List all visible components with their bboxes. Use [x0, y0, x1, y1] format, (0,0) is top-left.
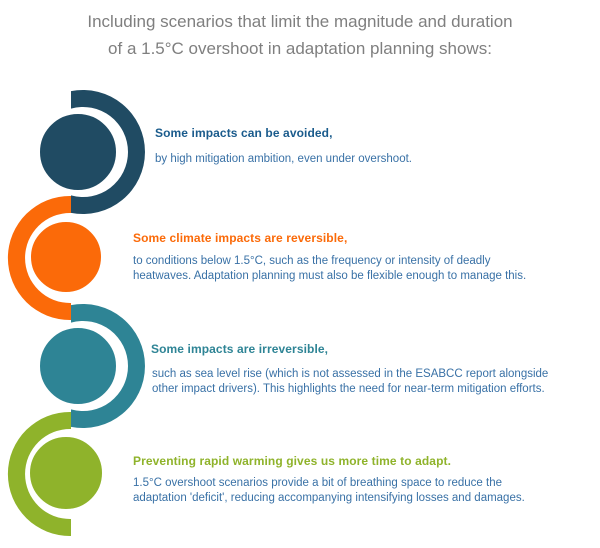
- step-3-text: Some impacts are irreversible,: [151, 342, 328, 356]
- step-4-text: Preventing rapid warming gives us more t…: [133, 454, 451, 468]
- text-line: Including scenarios that limit the magni…: [87, 12, 513, 31]
- step-1-arc: [71, 90, 145, 215]
- step-2-circle: [27, 218, 105, 296]
- step-3-heading: Some impacts are irreversible,: [151, 342, 329, 356]
- text-line: 1.5°C overshoot scenarios provide a bit …: [133, 477, 502, 489]
- text-line: heatwaves. Adaptation planning must also…: [133, 270, 527, 282]
- text-line: adaptation 'deficit', reducing accompany…: [133, 492, 525, 504]
- text-line: by high mitigation ambition, even under …: [155, 153, 412, 165]
- step-4-body: 1.5°C overshoot scenarios provide a bit …: [133, 476, 525, 506]
- text-line: of a 1.5°C overshoot in adaptation plann…: [108, 39, 492, 58]
- step-1-heading: Some impacts can be avoided,: [155, 126, 333, 140]
- step-4-arc: [7, 412, 71, 536]
- step-2-heading: Some climate impacts are reversible,: [133, 231, 348, 245]
- page-title: Including scenarios that limit the magni…: [0, 8, 600, 62]
- step-2-body: to conditions below 1.5°C, such as the f…: [133, 254, 526, 284]
- text-line: such as sea level rise (which is not ass…: [152, 368, 549, 380]
- step-1-circle: [36, 110, 120, 194]
- step-2-text: Some climate impacts are reversible,: [133, 231, 347, 245]
- step-3-arc: [71, 304, 145, 428]
- step-1-text: Some impacts can be avoided,: [155, 126, 333, 140]
- step-4-circle: [26, 433, 106, 513]
- step-2-arc: [7, 195, 71, 320]
- step-1-body: by high mitigation ambition, even under …: [155, 152, 412, 167]
- step-3-circle: [36, 324, 120, 408]
- text-line: to conditions below 1.5°C, such as the f…: [133, 255, 491, 267]
- step-4-heading: Preventing rapid warming gives us more t…: [133, 454, 452, 468]
- text-line: other impact drivers). This highlights t…: [152, 383, 545, 395]
- step-3-body: such as sea level rise (which is not ass…: [152, 367, 548, 397]
